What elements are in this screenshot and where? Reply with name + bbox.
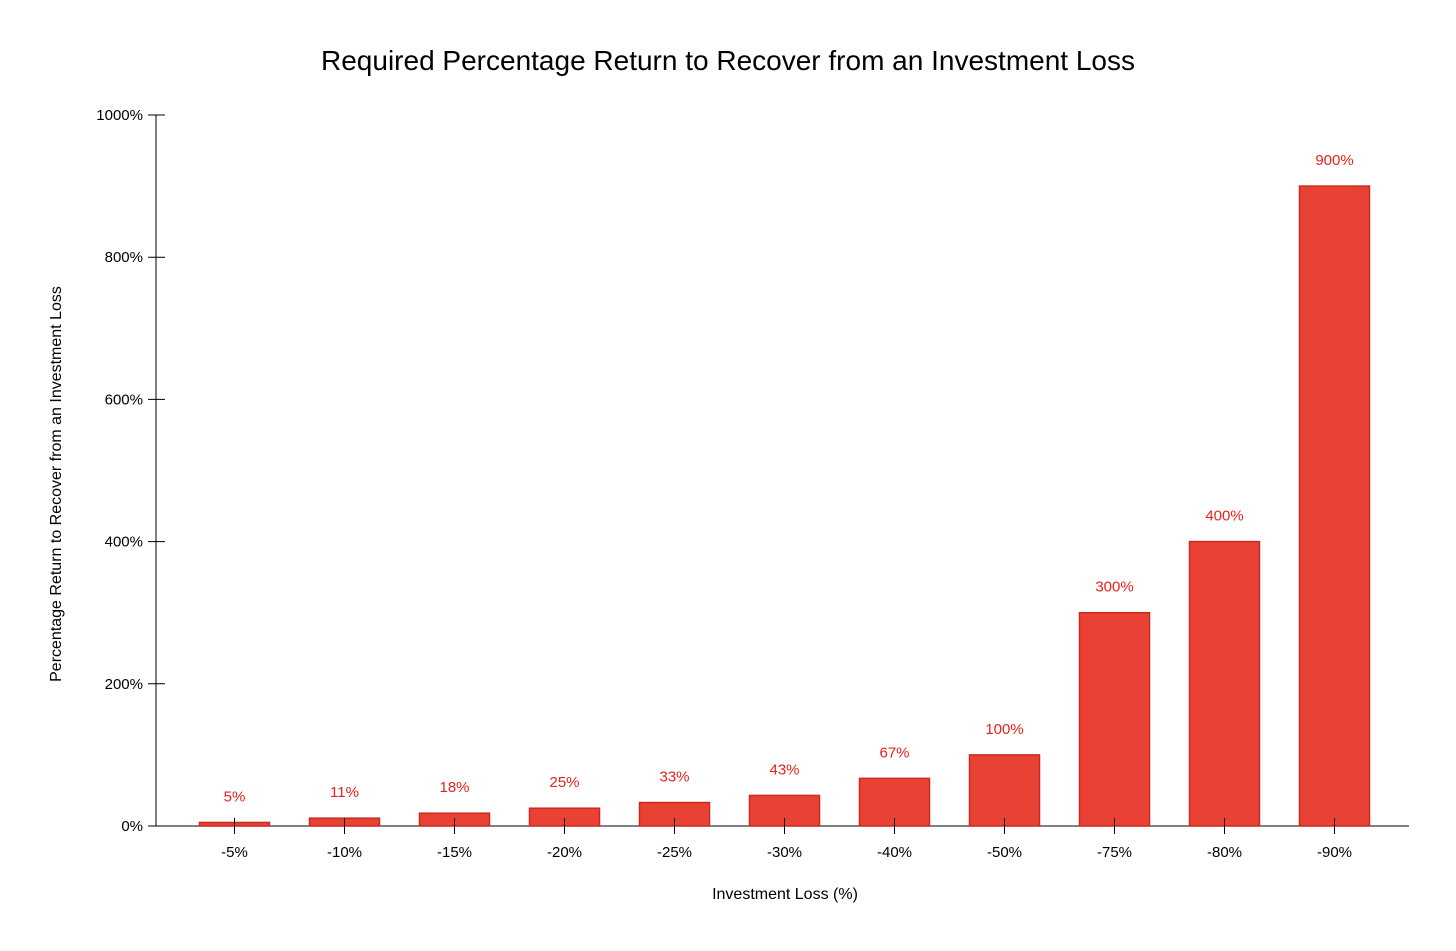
- data-label: 400%: [1205, 508, 1243, 525]
- y-tick-label: 1000%: [96, 107, 143, 124]
- x-tick-label: -50%: [987, 844, 1022, 861]
- x-tick-label: -30%: [767, 844, 802, 861]
- x-tick-label: -10%: [327, 844, 362, 861]
- x-tick-label: -25%: [657, 844, 692, 861]
- bar: [1188, 540, 1261, 827]
- y-tick-label: 400%: [105, 534, 143, 551]
- x-tick-label: -75%: [1097, 844, 1132, 861]
- bar-group: [198, 185, 1371, 827]
- bar: [1298, 185, 1371, 827]
- y-axis-label: Percentage Return to Recover from an Inv…: [48, 286, 65, 682]
- y-tick-label: 600%: [105, 391, 143, 408]
- x-tick-group: [234, 818, 1335, 834]
- bar: [968, 754, 1041, 827]
- data-label: 900%: [1315, 152, 1353, 169]
- x-tick-label-group: -5% -10% -15% -20% -25% -30% -40% -50% -75% -80% -…: [221, 844, 1352, 861]
- x-tick-label: -40%: [877, 844, 912, 861]
- data-label: 18%: [439, 779, 469, 796]
- data-label: 300%: [1095, 579, 1133, 596]
- data-label: 43%: [769, 761, 799, 778]
- x-tick-label: -90%: [1317, 844, 1352, 861]
- data-label: 100%: [985, 721, 1023, 738]
- data-label: 11%: [330, 784, 359, 801]
- bar: [1078, 611, 1151, 827]
- data-label: 67%: [879, 744, 909, 761]
- y-tick-group: 0% 200% 400% 600% 800% 1000%: [96, 107, 165, 835]
- data-label: 5%: [224, 788, 246, 805]
- y-tick-label: 800%: [105, 249, 143, 266]
- x-tick-label: -20%: [547, 844, 582, 861]
- y-tick-label: 0%: [121, 818, 143, 835]
- x-tick-label: -15%: [437, 844, 472, 861]
- data-label-group: 5% 11% 18% 25% 33% 43% 67% 100% 300% 400% 900%: [224, 152, 1354, 805]
- data-label: 25%: [549, 774, 579, 791]
- x-tick-label: -80%: [1207, 844, 1242, 861]
- y-tick-label: 200%: [105, 676, 143, 693]
- data-label: 33%: [659, 769, 689, 786]
- x-axis-label: Investment Loss (%): [712, 886, 858, 903]
- x-tick-label: -5%: [221, 844, 248, 861]
- chart-title: Required Percentage Return to Recover fr…: [321, 45, 1135, 76]
